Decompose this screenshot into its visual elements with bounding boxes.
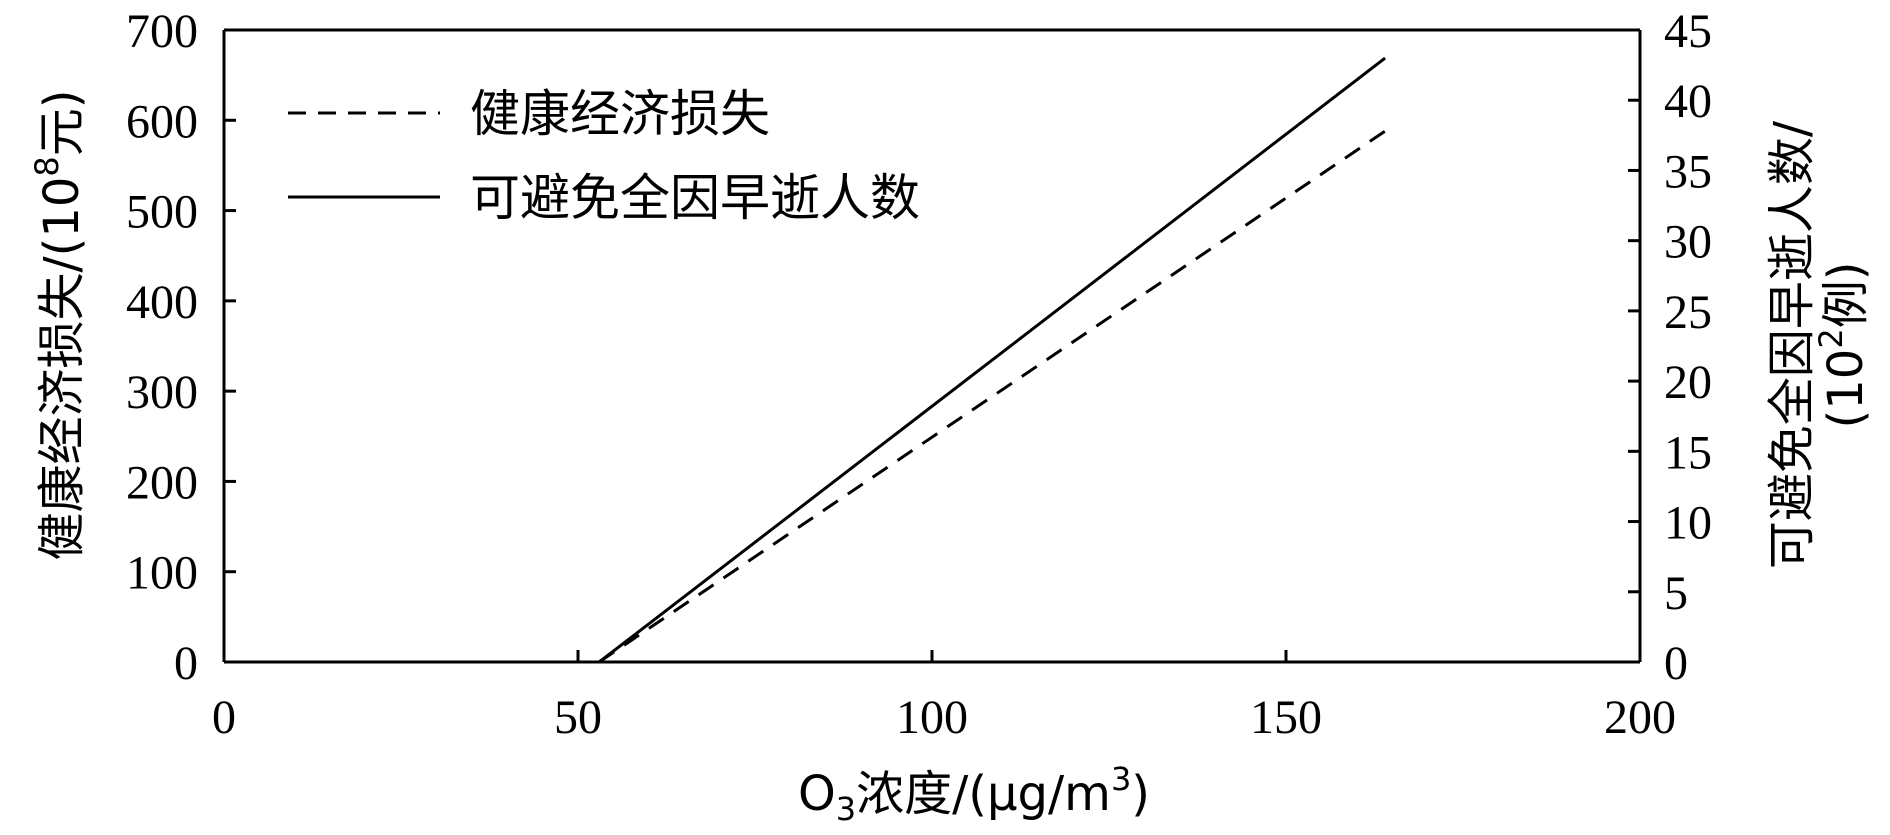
y-left-tick-label: 100 (126, 547, 198, 600)
y-left-axis-title: 健康经济损失/(108元) (28, 89, 90, 560)
ticks: 0 50 100 150 2000100200300400500600700051015… (126, 5, 1712, 744)
y-left-tick-label: 600 (126, 95, 198, 148)
axes (222, 28, 1642, 664)
y-left-tick-label: 700 (126, 5, 198, 58)
series-line-economic-loss (598, 129, 1386, 664)
y-right-tick-label: 0 (1664, 637, 1688, 690)
series-lines (598, 56, 1387, 664)
y-right-tick-label: 25 (1664, 286, 1712, 339)
y-right-tick-label: 45 (1664, 5, 1712, 58)
y-right-tick-label: 5 (1664, 567, 1688, 620)
y-right-tick-label: 20 (1664, 356, 1712, 409)
y-right-axis-title-line1: 可避免全因早逝人数/ (1764, 120, 1820, 569)
x-tick-label: 200 (1604, 691, 1676, 744)
x-tick-label: 0 (212, 691, 236, 744)
x-tick-label: 50 (554, 691, 602, 744)
y-left-tick-label: 300 (126, 366, 198, 419)
y-right-axis-title-line2: (102例) (1812, 262, 1874, 429)
y-right-tick-label: 10 (1664, 497, 1712, 550)
y-right-tick-label: 30 (1664, 216, 1712, 269)
y-right-tick-label: 35 (1664, 145, 1712, 198)
legend: 健康经济损失 可避免全因早逝人数 (288, 85, 920, 227)
y-right-tick-label: 15 (1664, 426, 1712, 479)
x-tick-label: 150 (1250, 691, 1322, 744)
x-axis-title: O3浓度/(μg/m3) (798, 760, 1150, 828)
legend-label-avoidable-deaths: 可避免全因早逝人数 (470, 169, 920, 227)
y-left-tick-label: 200 (126, 456, 198, 509)
series-line-avoidable-deaths (598, 56, 1387, 664)
y-left-tick-label: 400 (126, 276, 198, 329)
legend-label-economic-loss: 健康经济损失 (470, 85, 770, 143)
y-right-tick-label: 40 (1664, 75, 1712, 128)
y-left-tick-label: 0 (174, 637, 198, 690)
x-tick-label: 100 (896, 691, 968, 744)
y-left-tick-label: 500 (126, 186, 198, 239)
